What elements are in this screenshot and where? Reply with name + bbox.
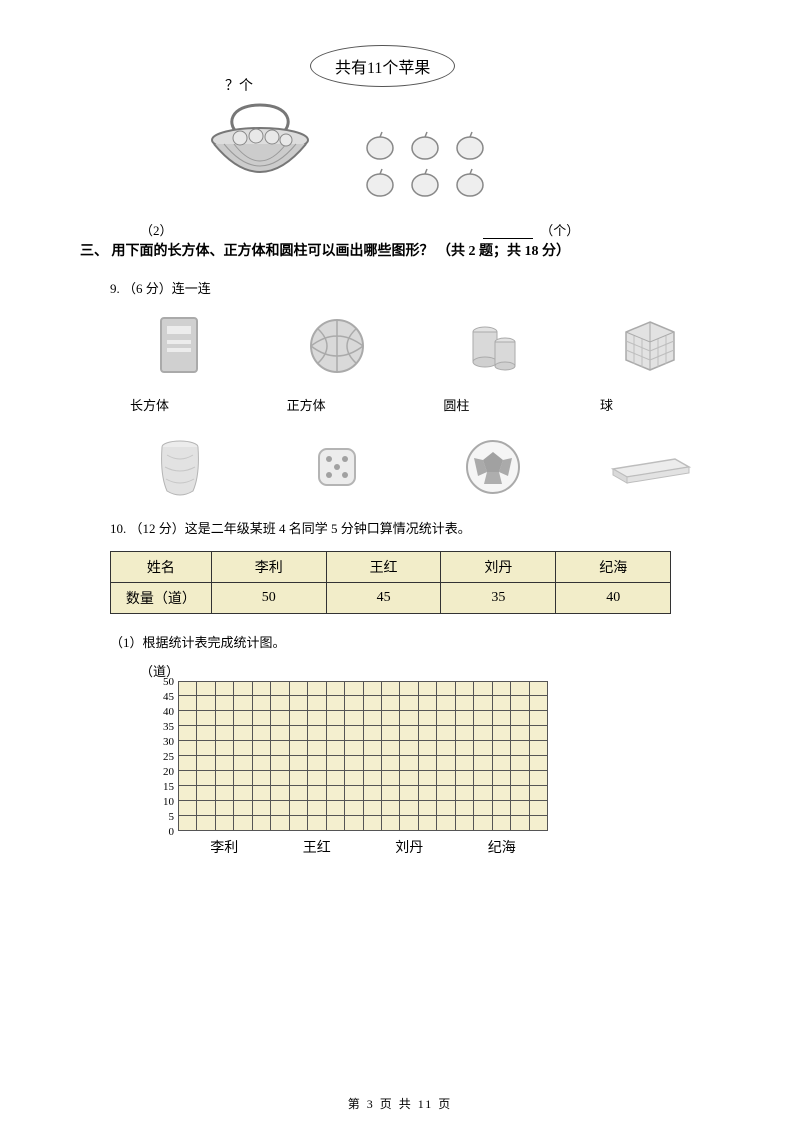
th-n2: 王红 bbox=[326, 552, 441, 583]
basket-icon bbox=[200, 100, 320, 194]
grid bbox=[178, 681, 548, 831]
q2-prefix: （2） bbox=[140, 223, 173, 238]
page-footer: 第 3 页 共 11 页 bbox=[0, 1095, 800, 1112]
ytick: 10 bbox=[144, 795, 174, 810]
th-n3: 刘丹 bbox=[441, 552, 556, 583]
th-qty: 数量（道） bbox=[111, 583, 212, 614]
th-n1: 李利 bbox=[211, 552, 326, 583]
question-mark-label: ？个 bbox=[225, 75, 253, 95]
dice-icon bbox=[277, 432, 397, 502]
label-cuboid: 长方体 bbox=[120, 395, 240, 414]
ytick: 45 bbox=[144, 690, 174, 705]
label-cylinder: 圆柱 bbox=[433, 395, 553, 414]
ytick: 25 bbox=[144, 750, 174, 765]
table-row: 数量（道） 50 45 35 40 bbox=[111, 583, 671, 614]
ytick: 20 bbox=[144, 765, 174, 780]
q2-unit: （个） bbox=[540, 223, 579, 238]
q10-sub1: （1）根据统计表完成统计图。 bbox=[110, 632, 720, 651]
q2-figure: 共有11个苹果 ？个 （2） bbox=[140, 40, 720, 240]
ytick: 30 bbox=[144, 735, 174, 750]
td-v2: 45 bbox=[326, 583, 441, 614]
bar-chart-grid: （道） 50 45 40 35 30 25 20 15 10 5 0 李利 王红… bbox=[130, 665, 570, 865]
th-name: 姓名 bbox=[111, 552, 212, 583]
xlabel: 王红 bbox=[271, 837, 364, 857]
xlabel: 纪海 bbox=[456, 837, 549, 857]
x-labels: 李利 王红 刘丹 纪海 bbox=[178, 837, 548, 857]
q9-row-top: 长方体 正方体 圆柱 球 bbox=[110, 311, 720, 502]
td-v1: 50 bbox=[211, 583, 326, 614]
q10-heading: 10. （12 分）这是二年级某班 4 名同学 5 分钟口算情况统计表。 bbox=[110, 518, 720, 537]
ytick: 5 bbox=[144, 810, 174, 825]
th-n4: 纪海 bbox=[556, 552, 671, 583]
cans-icon bbox=[433, 311, 553, 381]
bubble-text: 共有11个苹果 bbox=[335, 60, 430, 77]
basketball-icon bbox=[277, 311, 397, 381]
section-3-title: 三、 用下面的长方体、正方体和圆柱可以画出哪些图形？ （共 2 题；共 18 分… bbox=[80, 240, 720, 260]
stat-table: 姓名 李利 王红 刘丹 纪海 数量（道） 50 45 35 40 bbox=[110, 551, 671, 614]
xlabel: 刘丹 bbox=[363, 837, 456, 857]
q9-heading: 9. （6 分）连一连 bbox=[110, 278, 720, 297]
y-ticks: 50 45 40 35 30 25 20 15 10 5 0 bbox=[144, 675, 174, 840]
dictionary-icon bbox=[120, 311, 240, 381]
label-sphere: 球 bbox=[590, 395, 710, 414]
soccer-ball-icon bbox=[433, 432, 553, 502]
ytick: 0 bbox=[144, 825, 174, 840]
ytick: 15 bbox=[144, 780, 174, 795]
ytick: 35 bbox=[144, 720, 174, 735]
xlabel: 李利 bbox=[178, 837, 271, 857]
answer-blank[interactable] bbox=[483, 225, 533, 239]
ytick: 40 bbox=[144, 705, 174, 720]
td-v4: 40 bbox=[556, 583, 671, 614]
rubiks-cube-icon bbox=[590, 311, 710, 381]
speech-bubble: 共有11个苹果 bbox=[310, 45, 455, 87]
apples-outside-icon bbox=[360, 130, 500, 214]
flat-box-icon bbox=[590, 432, 710, 502]
q2-answer-line: （2） （个） bbox=[140, 220, 579, 239]
stat-table-wrap: 姓名 李利 王红 刘丹 纪海 数量（道） 50 45 35 40 bbox=[110, 551, 720, 614]
ytick: 50 bbox=[144, 675, 174, 690]
label-cube: 正方体 bbox=[277, 395, 397, 414]
td-v3: 35 bbox=[441, 583, 556, 614]
pen-holder-icon bbox=[120, 432, 240, 502]
table-row: 姓名 李利 王红 刘丹 纪海 bbox=[111, 552, 671, 583]
